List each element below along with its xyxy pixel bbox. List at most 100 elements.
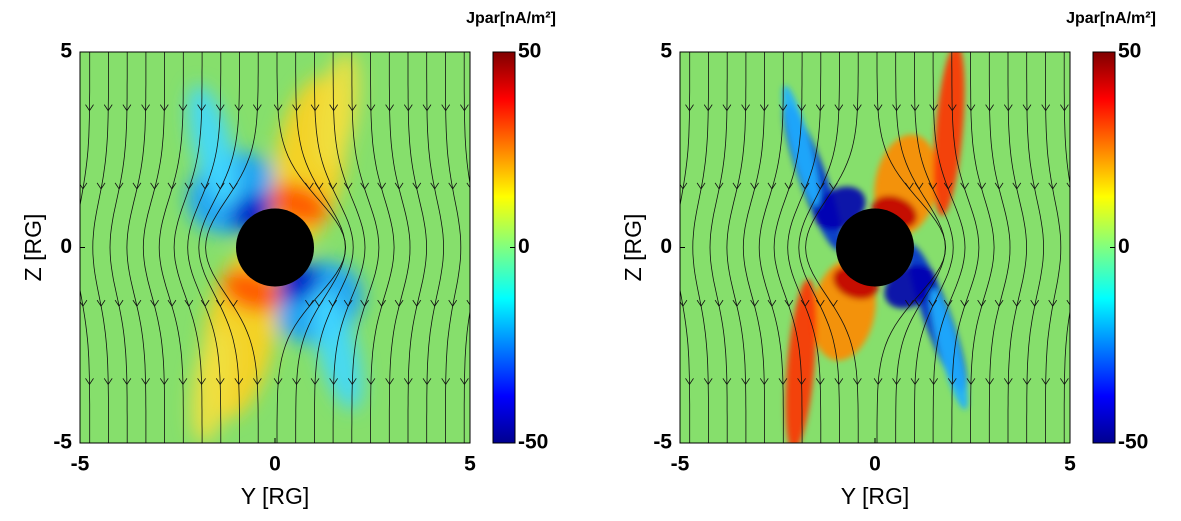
x-tick-label: -5 <box>71 453 90 476</box>
field-arrow <box>853 104 862 112</box>
field-arrow <box>167 299 177 307</box>
field-arrow <box>394 299 404 307</box>
colorbar-tick-label: -50 <box>1118 431 1148 454</box>
field-line <box>742 52 765 443</box>
field-arrow <box>905 299 914 307</box>
field-arrow <box>1066 299 1070 306</box>
field-line <box>970 52 995 443</box>
field-arrow <box>750 182 759 190</box>
field-arrow <box>960 182 969 190</box>
field-line <box>92 52 109 443</box>
field-arrow <box>385 104 394 112</box>
field-arrow <box>234 378 244 386</box>
field-arrow <box>714 299 724 307</box>
field-arrow <box>141 378 150 386</box>
current-lobe <box>312 288 363 410</box>
field-line <box>709 52 728 443</box>
field-arrow <box>441 378 451 386</box>
field-arrow <box>215 378 225 386</box>
field-line <box>445 52 462 443</box>
field-arrow <box>229 299 238 307</box>
field-arrow <box>1060 378 1069 386</box>
field-arrow <box>403 378 413 386</box>
field-arrow <box>360 299 369 307</box>
field-arrow <box>347 378 357 386</box>
colorbar-tick-label: 0 <box>518 235 530 258</box>
y-tick-label: -5 <box>653 431 672 454</box>
field-arrow <box>767 299 777 307</box>
field-lines <box>680 52 1070 443</box>
field-line <box>205 52 259 443</box>
field-arrow <box>892 378 901 386</box>
field-arrow <box>873 378 883 386</box>
field-arrow <box>366 378 376 386</box>
field-arrow <box>328 299 338 307</box>
colorbar-tick-label: 50 <box>1118 40 1141 63</box>
x-tick-label: 0 <box>269 453 281 476</box>
field-arrow <box>103 378 113 386</box>
field-arrow <box>929 378 938 386</box>
field-arrow <box>343 182 353 190</box>
field-arrow <box>141 104 150 112</box>
field-line <box>1007 52 1028 443</box>
field-arrow <box>722 378 732 386</box>
field-arrow <box>703 378 713 386</box>
colorbar-label: Jpar[nA/m²] <box>466 10 556 27</box>
field-arrow <box>441 104 451 112</box>
field-arrow <box>159 378 169 386</box>
field-arrow <box>685 104 694 112</box>
field-arrow <box>422 104 432 112</box>
field-arrow <box>448 182 458 190</box>
field-line <box>370 52 395 443</box>
field-arrow <box>853 378 862 386</box>
field-arrow <box>305 182 314 190</box>
field-arrow <box>310 378 320 386</box>
field-line <box>80 52 91 443</box>
field-arrow <box>985 104 994 112</box>
field-arrow <box>466 182 470 189</box>
field-arrow <box>696 299 706 307</box>
field-arrow <box>1041 378 1051 386</box>
field-line <box>988 52 1011 443</box>
x-axis-label: Y [RG] <box>241 483 310 509</box>
field-arrow <box>1022 104 1032 112</box>
current-lobe <box>187 85 238 207</box>
field-line <box>351 52 380 443</box>
field-line <box>463 52 470 443</box>
field-arrow <box>815 104 825 112</box>
field-arrow <box>305 299 314 307</box>
field-arrow <box>977 182 986 190</box>
field-arrow <box>273 104 283 112</box>
field-arrow <box>200 182 210 190</box>
field-arrow <box>234 104 244 112</box>
planet <box>236 208 314 287</box>
field-arrow <box>1060 104 1069 112</box>
field-arrow <box>829 182 838 190</box>
plot-area <box>680 52 1070 443</box>
field-arrow <box>905 182 914 190</box>
field-arrow <box>960 299 969 307</box>
field-arrow <box>215 299 225 307</box>
field-arrow <box>741 378 750 386</box>
field-arrow <box>800 182 810 190</box>
field-line <box>295 52 346 443</box>
field-arrow <box>966 104 976 112</box>
field-arrow <box>834 378 844 386</box>
field-line <box>773 52 803 443</box>
field-arrow <box>947 378 957 386</box>
field-arrow <box>132 299 142 307</box>
field-arrow <box>132 182 142 190</box>
field-arrow <box>360 182 369 190</box>
field-arrow <box>1048 299 1058 307</box>
field-arrow <box>96 182 106 190</box>
field-arrow <box>178 104 188 112</box>
field-arrow <box>403 104 413 112</box>
y-tick-label: 0 <box>60 235 72 258</box>
field-line <box>407 52 428 443</box>
field-arrow <box>994 299 1004 307</box>
field-lines <box>80 52 470 443</box>
field-arrow <box>159 104 169 112</box>
field-line <box>932 52 966 443</box>
field-arrow <box>797 104 806 112</box>
field-line <box>680 52 691 443</box>
